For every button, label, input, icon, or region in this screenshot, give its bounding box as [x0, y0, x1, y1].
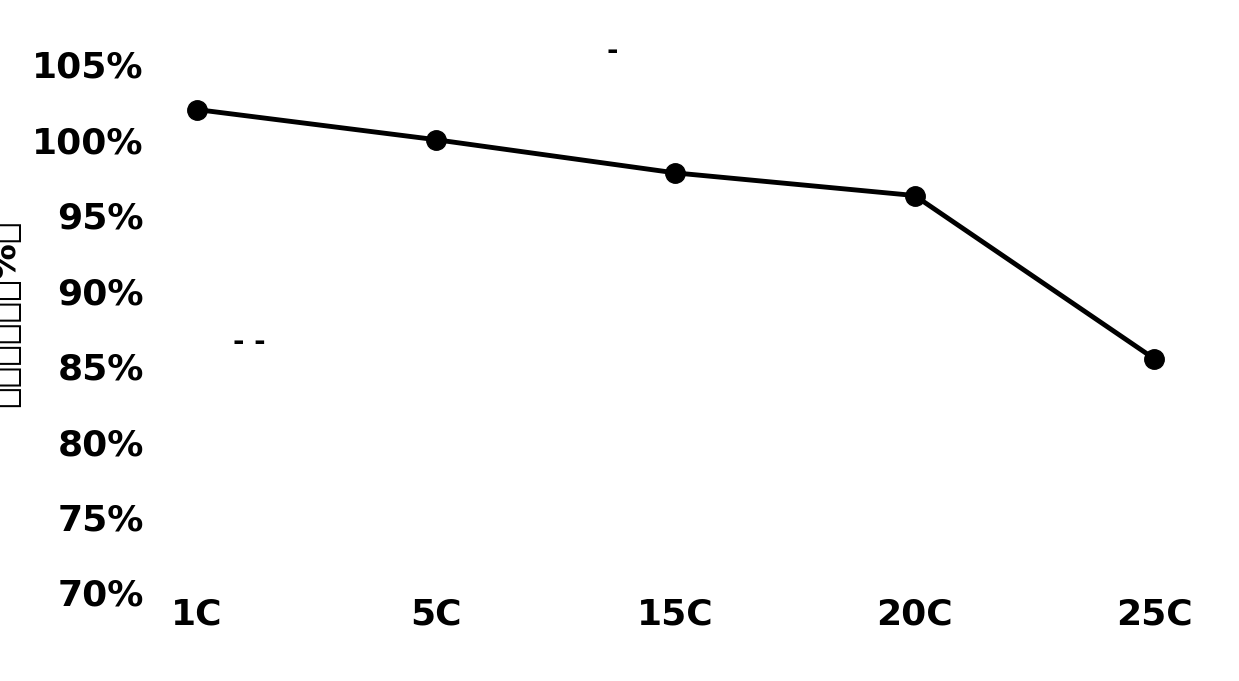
- Y-axis label: 容量保持率（%）: 容量保持率（%）: [0, 219, 21, 407]
- Text: -: -: [607, 37, 618, 65]
- Text: - -: - -: [233, 328, 265, 355]
